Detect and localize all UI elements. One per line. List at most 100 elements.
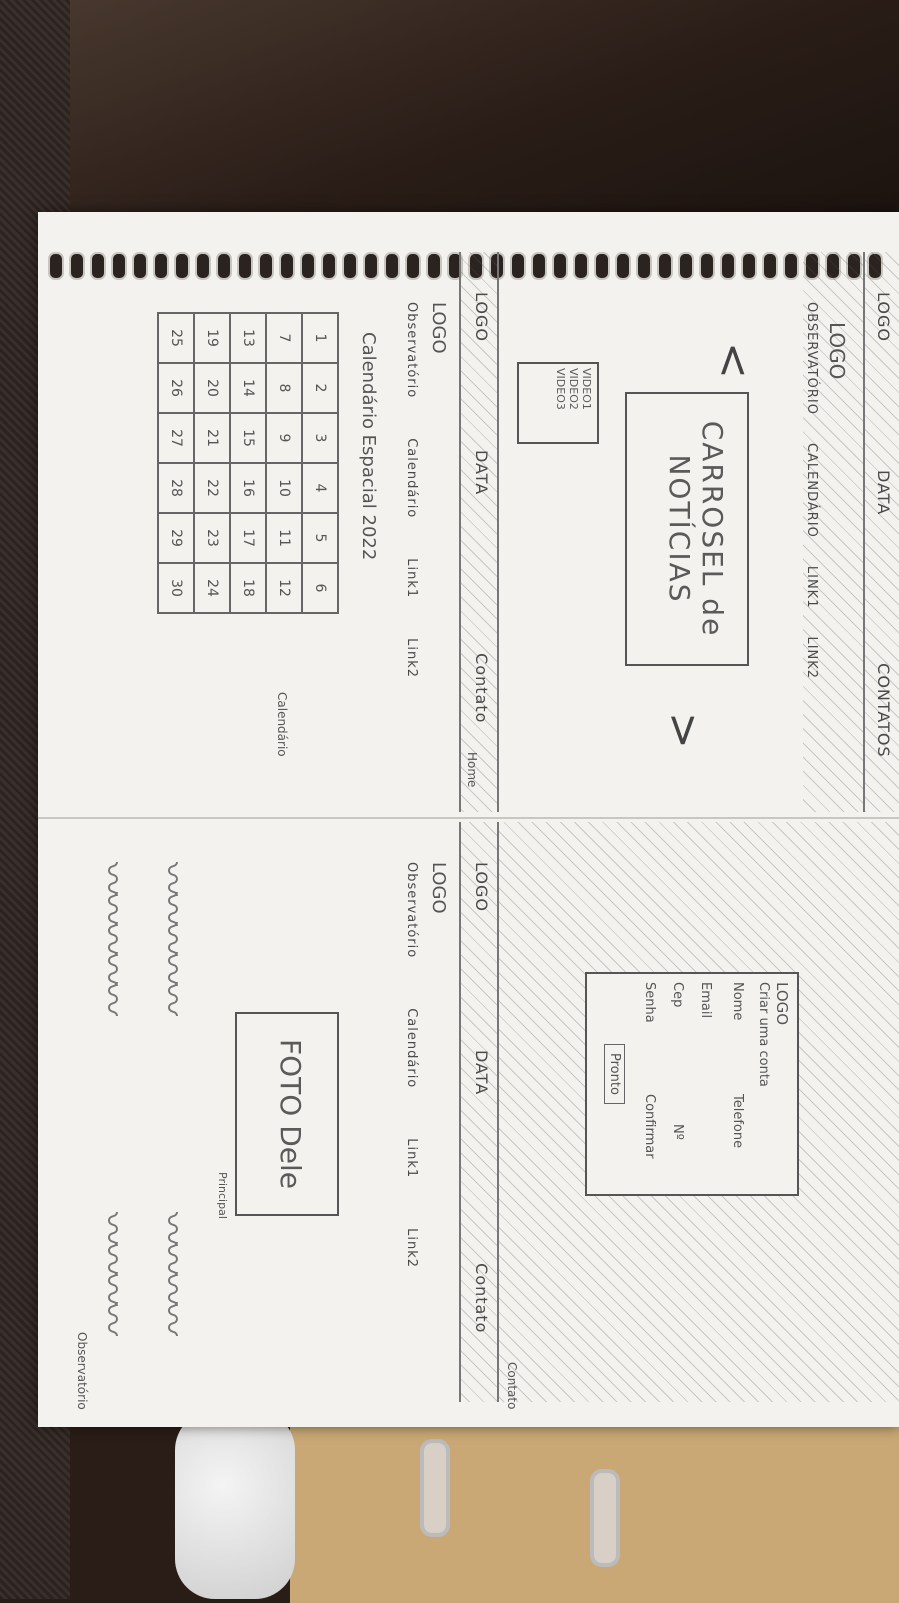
submit-button: Pronto — [604, 1044, 625, 1104]
text-placeholder-wave: 〰〰〰〰〰 — [151, 862, 191, 1012]
calendar-day: 27 — [158, 413, 194, 463]
screen1-menu-calendario: CALENDÁRIO — [804, 442, 819, 538]
spiral-hole — [300, 252, 316, 280]
spiral-hole — [342, 252, 358, 280]
spiral-hole — [132, 252, 148, 280]
screen4-menu-calendario: Calendário — [404, 1008, 419, 1089]
spiral-hole — [468, 252, 484, 280]
spiral-hole — [636, 252, 652, 280]
field-nome: Nome — [730, 982, 745, 1021]
field-confirmar: Confirmar — [642, 1094, 657, 1159]
screen1-menu-link1: LINK1 — [804, 565, 819, 609]
calendar-day: 30 — [158, 563, 194, 613]
spiral-hole — [174, 252, 190, 280]
spiral-hole — [216, 252, 232, 280]
calendar-day: 19 — [194, 313, 230, 363]
screen2-menu-link2: Link2 — [404, 638, 419, 679]
calendar-day: 14 — [230, 363, 266, 413]
screen2-menu-link1: Link1 — [404, 558, 419, 599]
calendar-day: 2 — [302, 363, 338, 413]
spiral-hole — [657, 252, 673, 280]
spiral-hole — [153, 252, 169, 280]
spiral-hole — [762, 252, 778, 280]
screen1-menu-link2: LINK2 — [804, 636, 819, 680]
calendar-day: 18 — [230, 563, 266, 613]
background-cabinet — [290, 1395, 899, 1603]
calendar-day: 24 — [194, 563, 230, 613]
screen4-nav-data: DATA — [472, 1049, 491, 1096]
sketch-paper: LOGO DATA CONTATOS LOGO OBSERVATÓRIO CAL… — [38, 212, 899, 1427]
screen2-nav: LOGO DATA Contato — [472, 292, 491, 723]
field-email: Email — [698, 982, 713, 1019]
calendar-day: 13 — [230, 313, 266, 363]
screen2-menu-observatorio: Observatório — [404, 302, 419, 399]
calendar-day: 9 — [266, 413, 302, 463]
signup-logo: LOGO — [773, 982, 791, 1026]
background-top — [0, 0, 899, 230]
calendar-grid: 1 2 3 4 5 6 7 8 9 10 11 12 13 14 15 16 17 18 19 20 21 22 23 24 2… — [157, 312, 339, 614]
spiral-hole — [69, 252, 85, 280]
spiral-hole — [405, 252, 421, 280]
photo-caption: Principal — [216, 1172, 229, 1219]
video-item-1: VIDEO1 — [580, 368, 593, 410]
screen4-menu-link2: Link2 — [404, 1228, 419, 1269]
calendar-row: 19 20 21 22 23 24 — [194, 313, 230, 613]
signup-form: LOGO Criar uma conta Nome Telefone Email… — [585, 972, 799, 1196]
spiral-hole — [426, 252, 442, 280]
spiral-hole — [111, 252, 127, 280]
calendar-day: 10 — [266, 463, 302, 513]
spiral-hole — [384, 252, 400, 280]
spiral-hole — [90, 252, 106, 280]
calendar-day: 15 — [230, 413, 266, 463]
footer-label: Observatório — [75, 1332, 89, 1410]
cabinet-handle — [590, 1469, 620, 1567]
screen2-logo: LOGO — [428, 302, 449, 354]
spiral-hole — [279, 252, 295, 280]
video-list: VIDEO1 VIDEO2 VIDEO3 — [517, 362, 599, 444]
screen1-nav-logo: LOGO — [874, 292, 893, 342]
text-placeholder-wave: 〰〰〰〰〰 — [91, 862, 131, 1012]
video-item-3: VIDEO3 — [554, 368, 567, 410]
screen2-nav-logo: LOGO — [472, 292, 491, 342]
cabinet-handle — [420, 1439, 450, 1537]
screen1-nav-contatos: CONTATOS — [874, 663, 893, 758]
sketch-sheet: LOGO DATA CONTATOS LOGO OBSERVATÓRIO CAL… — [38, 212, 899, 1427]
spiral-hole — [825, 252, 841, 280]
spiral-hole — [699, 252, 715, 280]
calendar-day: 21 — [194, 413, 230, 463]
spiral-hole — [195, 252, 211, 280]
calendar-title: Calendário Espacial 2022 — [358, 332, 379, 561]
calendar-day: 26 — [158, 363, 194, 413]
photo-label: FOTO Dele — [274, 1039, 307, 1189]
field-cep: Cep — [670, 982, 685, 1008]
screen4-menu-observatorio: Observatório — [404, 862, 419, 959]
screen1-menu: OBSERVATÓRIO CALENDÁRIO LINK1 LINK2 — [804, 302, 819, 679]
calendar-day: 22 — [194, 463, 230, 513]
spiral-hole — [867, 252, 883, 280]
screen4-nav: LOGO DATA Contato — [472, 862, 491, 1333]
calendar-day: 12 — [266, 563, 302, 613]
screen2-menu: Observatório Calendário Link1 Link2 — [404, 302, 419, 678]
spiral-hole — [489, 252, 505, 280]
spiral-hole — [594, 252, 610, 280]
calendar-day: 1 — [302, 313, 338, 363]
calendar-day: 5 — [302, 513, 338, 563]
spiral-hole — [363, 252, 379, 280]
calendar-day: 28 — [158, 463, 194, 513]
spiral-hole — [615, 252, 631, 280]
spiral-hole — [678, 252, 694, 280]
calendar-row: 25 26 27 28 29 30 — [158, 313, 194, 613]
screen4-menu-link1: Link1 — [404, 1138, 419, 1179]
carousel-prev-arrow: < — [708, 342, 759, 379]
calendar-row: 7 8 9 10 11 12 — [266, 313, 302, 613]
calendar-day: 8 — [266, 363, 302, 413]
spiral-hole — [321, 252, 337, 280]
screen4-menu: Observatório Calendário Link1 Link2 — [404, 862, 419, 1268]
field-senha: Senha — [642, 982, 657, 1023]
calendar-day: 29 — [158, 513, 194, 563]
spiral-holes — [38, 252, 899, 292]
spiral-hole — [258, 252, 274, 280]
carousel-next-arrow: > — [658, 712, 709, 749]
spiral-hole — [783, 252, 799, 280]
